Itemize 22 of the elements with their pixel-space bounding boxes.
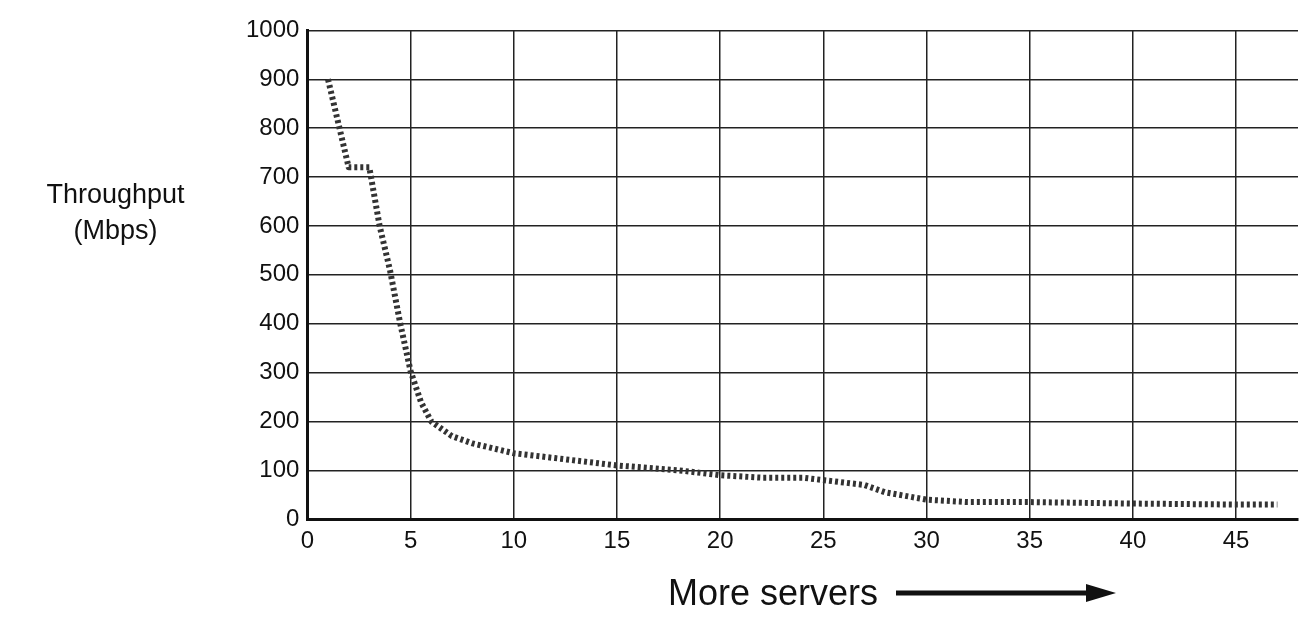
y-tick-label: 300 [259, 357, 300, 385]
y-tick-label: 0 [286, 503, 300, 531]
y-tick-label: 200 [259, 406, 300, 434]
x-tick-label: 10 [500, 526, 528, 554]
x-tick-label: 40 [1119, 526, 1147, 554]
y-tick-label: 500 [259, 259, 300, 287]
y-tick-label: 400 [259, 308, 300, 336]
x-tick-label: 20 [706, 526, 734, 554]
y-tick-label: 1000 [246, 15, 300, 43]
x-tick-label: 25 [809, 526, 837, 554]
x-tick-label: 45 [1222, 526, 1250, 554]
y-axis-title: Throughput (Mbps) [45, 179, 186, 247]
x-tick-label: 30 [913, 526, 940, 554]
y-tick-label: 900 [259, 63, 300, 91]
x-tick-label: 5 [403, 526, 418, 554]
y-tick-label: 700 [259, 161, 300, 189]
x-tick-label: 35 [1016, 526, 1044, 554]
x-tick-label: 15 [603, 526, 631, 554]
y-tick-label: 100 [259, 454, 300, 482]
y-tick-label: 600 [259, 210, 300, 238]
x-axis-title: More servers [668, 572, 879, 614]
y-tick-label: 800 [259, 112, 300, 140]
